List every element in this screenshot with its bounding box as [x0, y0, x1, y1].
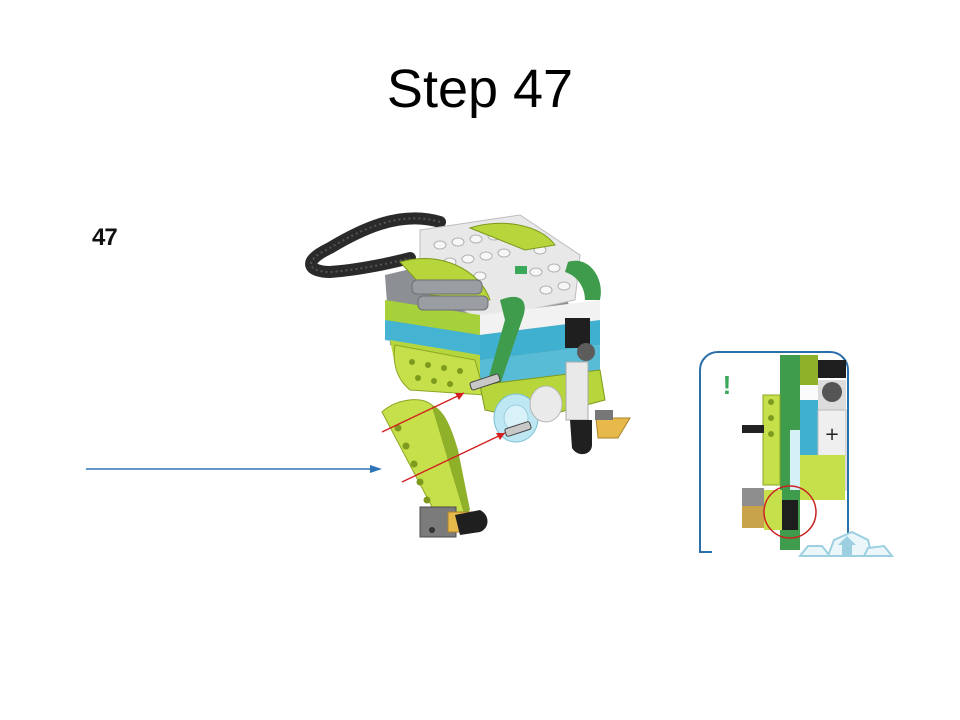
detail-callout: + ! [699, 351, 849, 553]
callout-exclamation: ! [723, 370, 732, 400]
wheel [493, 385, 563, 443]
leg-assembly [381, 399, 488, 538]
cable [305, 212, 446, 279]
guide-arrow [86, 465, 382, 473]
robot-model [385, 214, 631, 455]
insertion-arrows [381, 392, 506, 483]
svg-text:+: + [824, 424, 839, 445]
step-number: 47 [92, 224, 118, 251]
rotate-hex-icons [797, 530, 895, 557]
slide-title: Step 47 [386, 59, 574, 119]
